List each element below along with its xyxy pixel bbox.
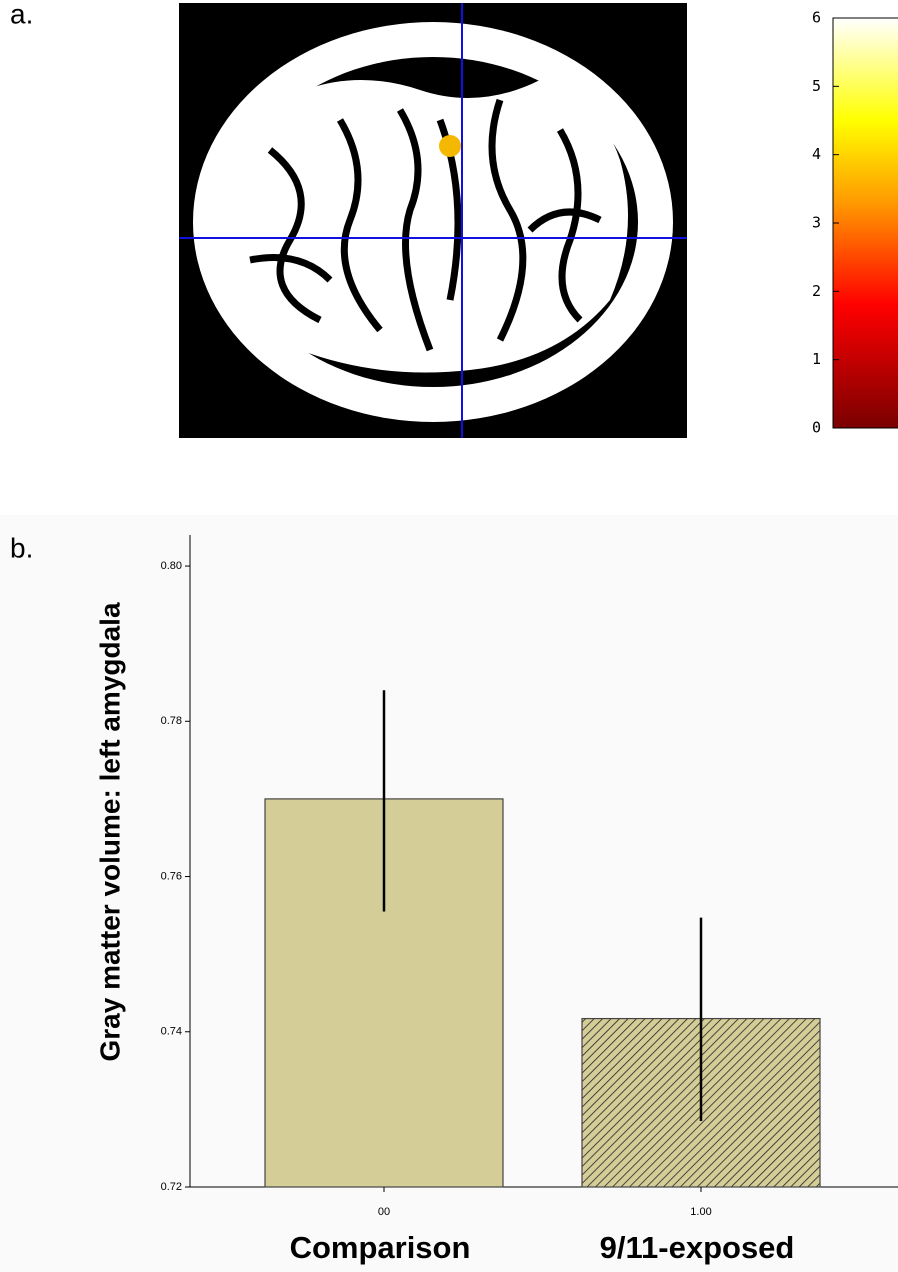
y-tick-label: 0.78 [161,715,182,727]
colorbar-tick-label: 5 [812,77,821,95]
colorbar-tick-label: 4 [812,145,821,163]
category-label: Comparison [290,1230,471,1265]
x-tick-label: 1.00 [690,1206,711,1218]
y-tick-label: 0.76 [161,870,182,882]
brain-image [179,3,687,438]
y-tick-label: 0.74 [161,1026,182,1038]
y-tick-label: 0.72 [161,1181,182,1193]
colorbar-tick-label: 0 [812,419,821,437]
colorbar [833,18,898,428]
colorbar-tick-label: 2 [812,282,821,300]
y-axis-label: Gray matter volume: left amygdala [94,602,125,1061]
category-label: 9/11-exposed [600,1230,795,1265]
y-tick-label: 0.80 [161,560,182,572]
colorbar-tick-label: 3 [812,214,821,232]
figure: a. b. Gray matter volume: left amygdala … [0,0,898,1272]
colorbar-tick-label: 6 [812,9,821,27]
panel-label: a. [10,0,33,29]
colorbar-tick-label: 1 [812,350,821,368]
x-tick-label: 00 [378,1206,390,1218]
panel-label: b. [10,532,33,563]
